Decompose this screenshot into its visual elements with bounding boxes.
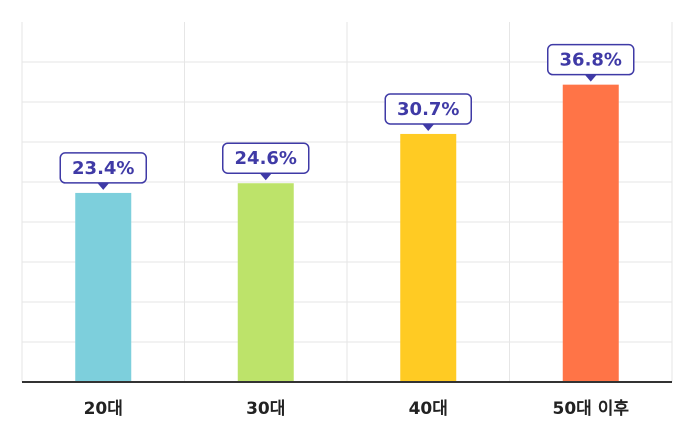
data-label-pointer bbox=[584, 74, 597, 82]
data-label-text: 24.6% bbox=[235, 148, 297, 169]
data-label-pointer bbox=[97, 182, 110, 190]
data-label: 24.6% bbox=[222, 142, 310, 181]
bar bbox=[75, 192, 132, 382]
bar bbox=[237, 183, 294, 382]
bars bbox=[75, 84, 619, 382]
x-tick-label: 40대 bbox=[409, 399, 448, 419]
data-labels: 23.4% 24.6% 30.7% 36.8% bbox=[59, 43, 635, 190]
x-tick-label: 50대 이후 bbox=[553, 398, 630, 419]
data-label-text: 23.4% bbox=[72, 158, 134, 179]
x-tick-label: 20대 bbox=[84, 399, 123, 419]
data-label-text: 36.8% bbox=[560, 50, 622, 71]
data-label: 30.7% bbox=[384, 93, 472, 131]
data-label: 23.4% bbox=[59, 152, 147, 190]
data-label-text: 30.7% bbox=[397, 99, 459, 120]
data-label: 36.8% bbox=[547, 43, 635, 82]
bar bbox=[400, 133, 457, 382]
bar bbox=[562, 84, 619, 382]
data-label-pointer bbox=[422, 123, 435, 131]
x-tick-labels: 20대 30대 40대 50대 이후 bbox=[84, 398, 630, 419]
x-tick-label: 30대 bbox=[246, 399, 285, 419]
data-label-pointer bbox=[259, 173, 272, 181]
